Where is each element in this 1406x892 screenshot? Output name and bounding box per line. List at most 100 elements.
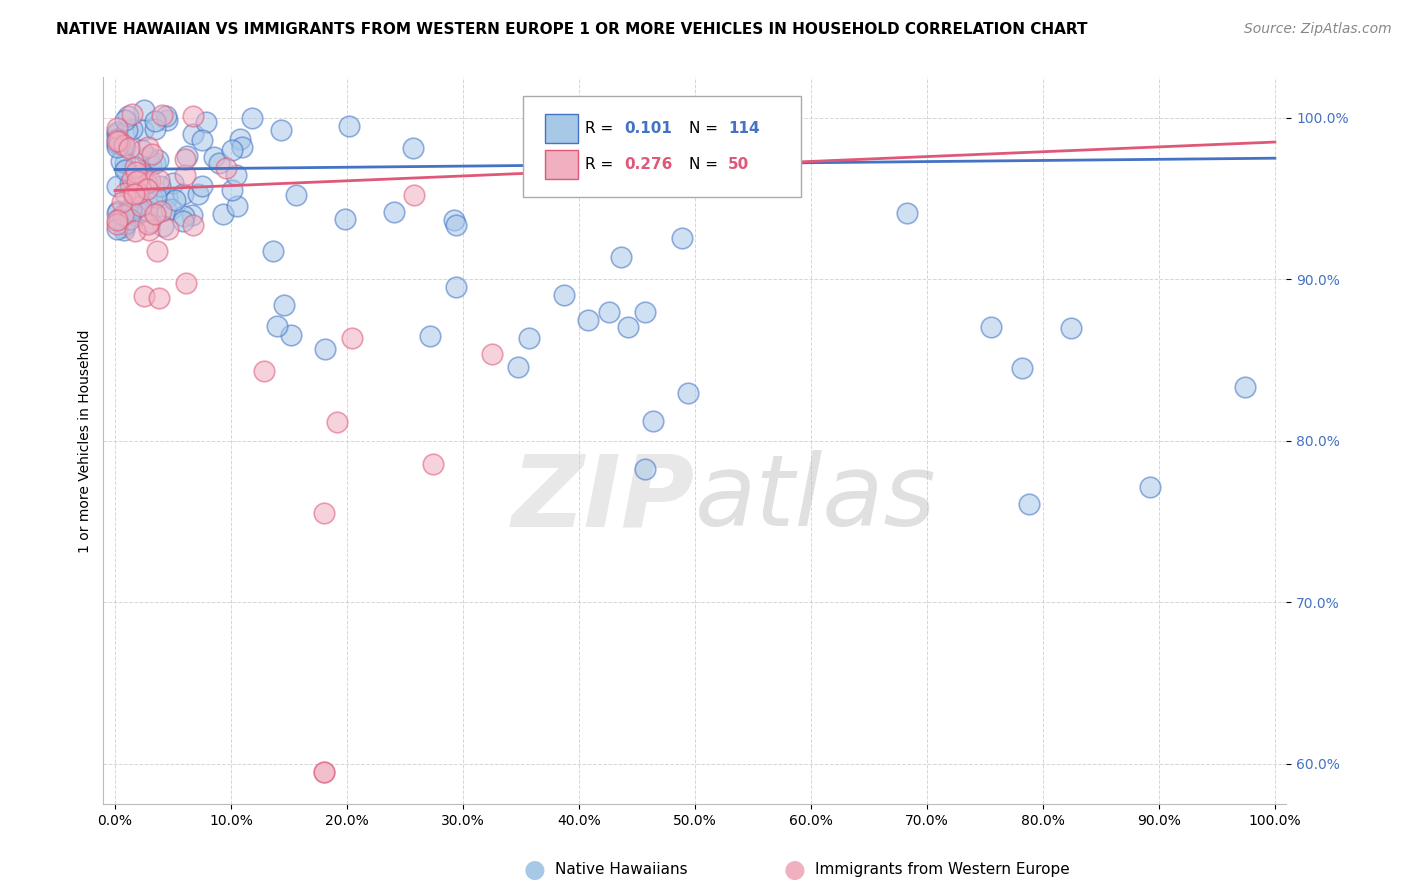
Point	[634, 461, 657, 475]
Point	[105, 134, 128, 148]
Text: R =: R =	[585, 157, 619, 172]
Point	[172, 214, 194, 228]
Text: ZIP: ZIP	[512, 450, 695, 548]
Point	[150, 108, 173, 122]
Point	[105, 121, 128, 136]
Point	[114, 186, 136, 201]
Point	[105, 178, 128, 193]
Point	[340, 331, 363, 345]
Point	[115, 162, 138, 177]
Point	[335, 212, 357, 227]
Point	[114, 208, 136, 222]
Point	[120, 203, 142, 218]
Point	[634, 304, 657, 318]
Point	[125, 165, 148, 179]
Text: N =: N =	[689, 157, 723, 172]
Point	[202, 149, 225, 163]
Text: N =: N =	[689, 120, 723, 136]
Point	[181, 208, 204, 222]
Point	[131, 123, 153, 137]
Point	[156, 113, 179, 128]
Point	[114, 113, 136, 128]
Point	[124, 207, 146, 221]
Point	[157, 222, 180, 236]
Point	[131, 143, 153, 157]
Point	[138, 215, 160, 229]
Point	[125, 196, 148, 211]
Point	[114, 140, 136, 154]
Point	[112, 137, 135, 152]
Text: NATIVE HAWAIIAN VS IMMIGRANTS FROM WESTERN EUROPE 1 OR MORE VEHICLES IN HOUSEHOL: NATIVE HAWAIIAN VS IMMIGRANTS FROM WESTE…	[56, 22, 1088, 37]
Point	[214, 161, 236, 175]
Point	[143, 122, 166, 136]
Point	[155, 110, 177, 124]
Point	[191, 179, 214, 194]
Point	[148, 172, 170, 186]
FancyBboxPatch shape	[523, 95, 801, 197]
Point	[105, 212, 128, 227]
Point	[273, 298, 295, 312]
Y-axis label: 1 or more Vehicles in Household: 1 or more Vehicles in Household	[79, 329, 93, 552]
Point	[225, 199, 247, 213]
Point	[118, 181, 141, 195]
Point	[145, 190, 167, 204]
Text: 0.276: 0.276	[624, 157, 672, 172]
Point	[155, 203, 177, 218]
Point	[173, 168, 195, 182]
Point	[1018, 497, 1040, 511]
Point	[143, 113, 166, 128]
Point	[134, 288, 156, 302]
Point	[108, 134, 131, 148]
Point	[229, 132, 252, 146]
Point	[110, 153, 132, 168]
Point	[105, 136, 128, 151]
Point	[444, 280, 467, 294]
Point	[114, 162, 136, 177]
Point	[253, 364, 276, 378]
Point	[105, 125, 128, 139]
Point	[148, 291, 170, 305]
Point	[141, 190, 163, 204]
Text: ●: ●	[783, 858, 806, 881]
Point	[124, 161, 146, 175]
Point	[262, 244, 284, 258]
Point	[422, 457, 444, 471]
Point	[221, 143, 243, 157]
Point	[121, 172, 143, 186]
Point	[1139, 480, 1161, 494]
Point	[285, 188, 308, 202]
Point	[118, 177, 141, 191]
Point	[481, 347, 503, 361]
Point	[980, 320, 1002, 334]
Point	[183, 128, 205, 142]
Point	[136, 139, 159, 153]
Point	[1233, 380, 1256, 394]
Point	[112, 222, 135, 236]
Point	[148, 178, 170, 193]
Point	[121, 107, 143, 121]
Point	[105, 222, 128, 236]
FancyBboxPatch shape	[544, 114, 578, 143]
Point	[266, 319, 288, 334]
Point	[149, 203, 172, 218]
Point	[122, 190, 145, 204]
Point	[312, 764, 335, 779]
Point	[176, 148, 198, 162]
Point	[112, 137, 135, 152]
Text: R =: R =	[585, 120, 619, 136]
Point	[194, 115, 217, 129]
Point	[124, 224, 146, 238]
Point	[136, 182, 159, 196]
Point	[117, 123, 139, 137]
Point	[176, 276, 198, 290]
Point	[134, 103, 156, 118]
Point	[107, 211, 129, 226]
Point	[143, 155, 166, 169]
Point	[105, 218, 128, 232]
Point	[576, 313, 599, 327]
Point	[382, 204, 405, 219]
FancyBboxPatch shape	[544, 150, 578, 179]
Point	[136, 199, 159, 213]
Point	[314, 342, 336, 356]
Point	[402, 188, 425, 202]
